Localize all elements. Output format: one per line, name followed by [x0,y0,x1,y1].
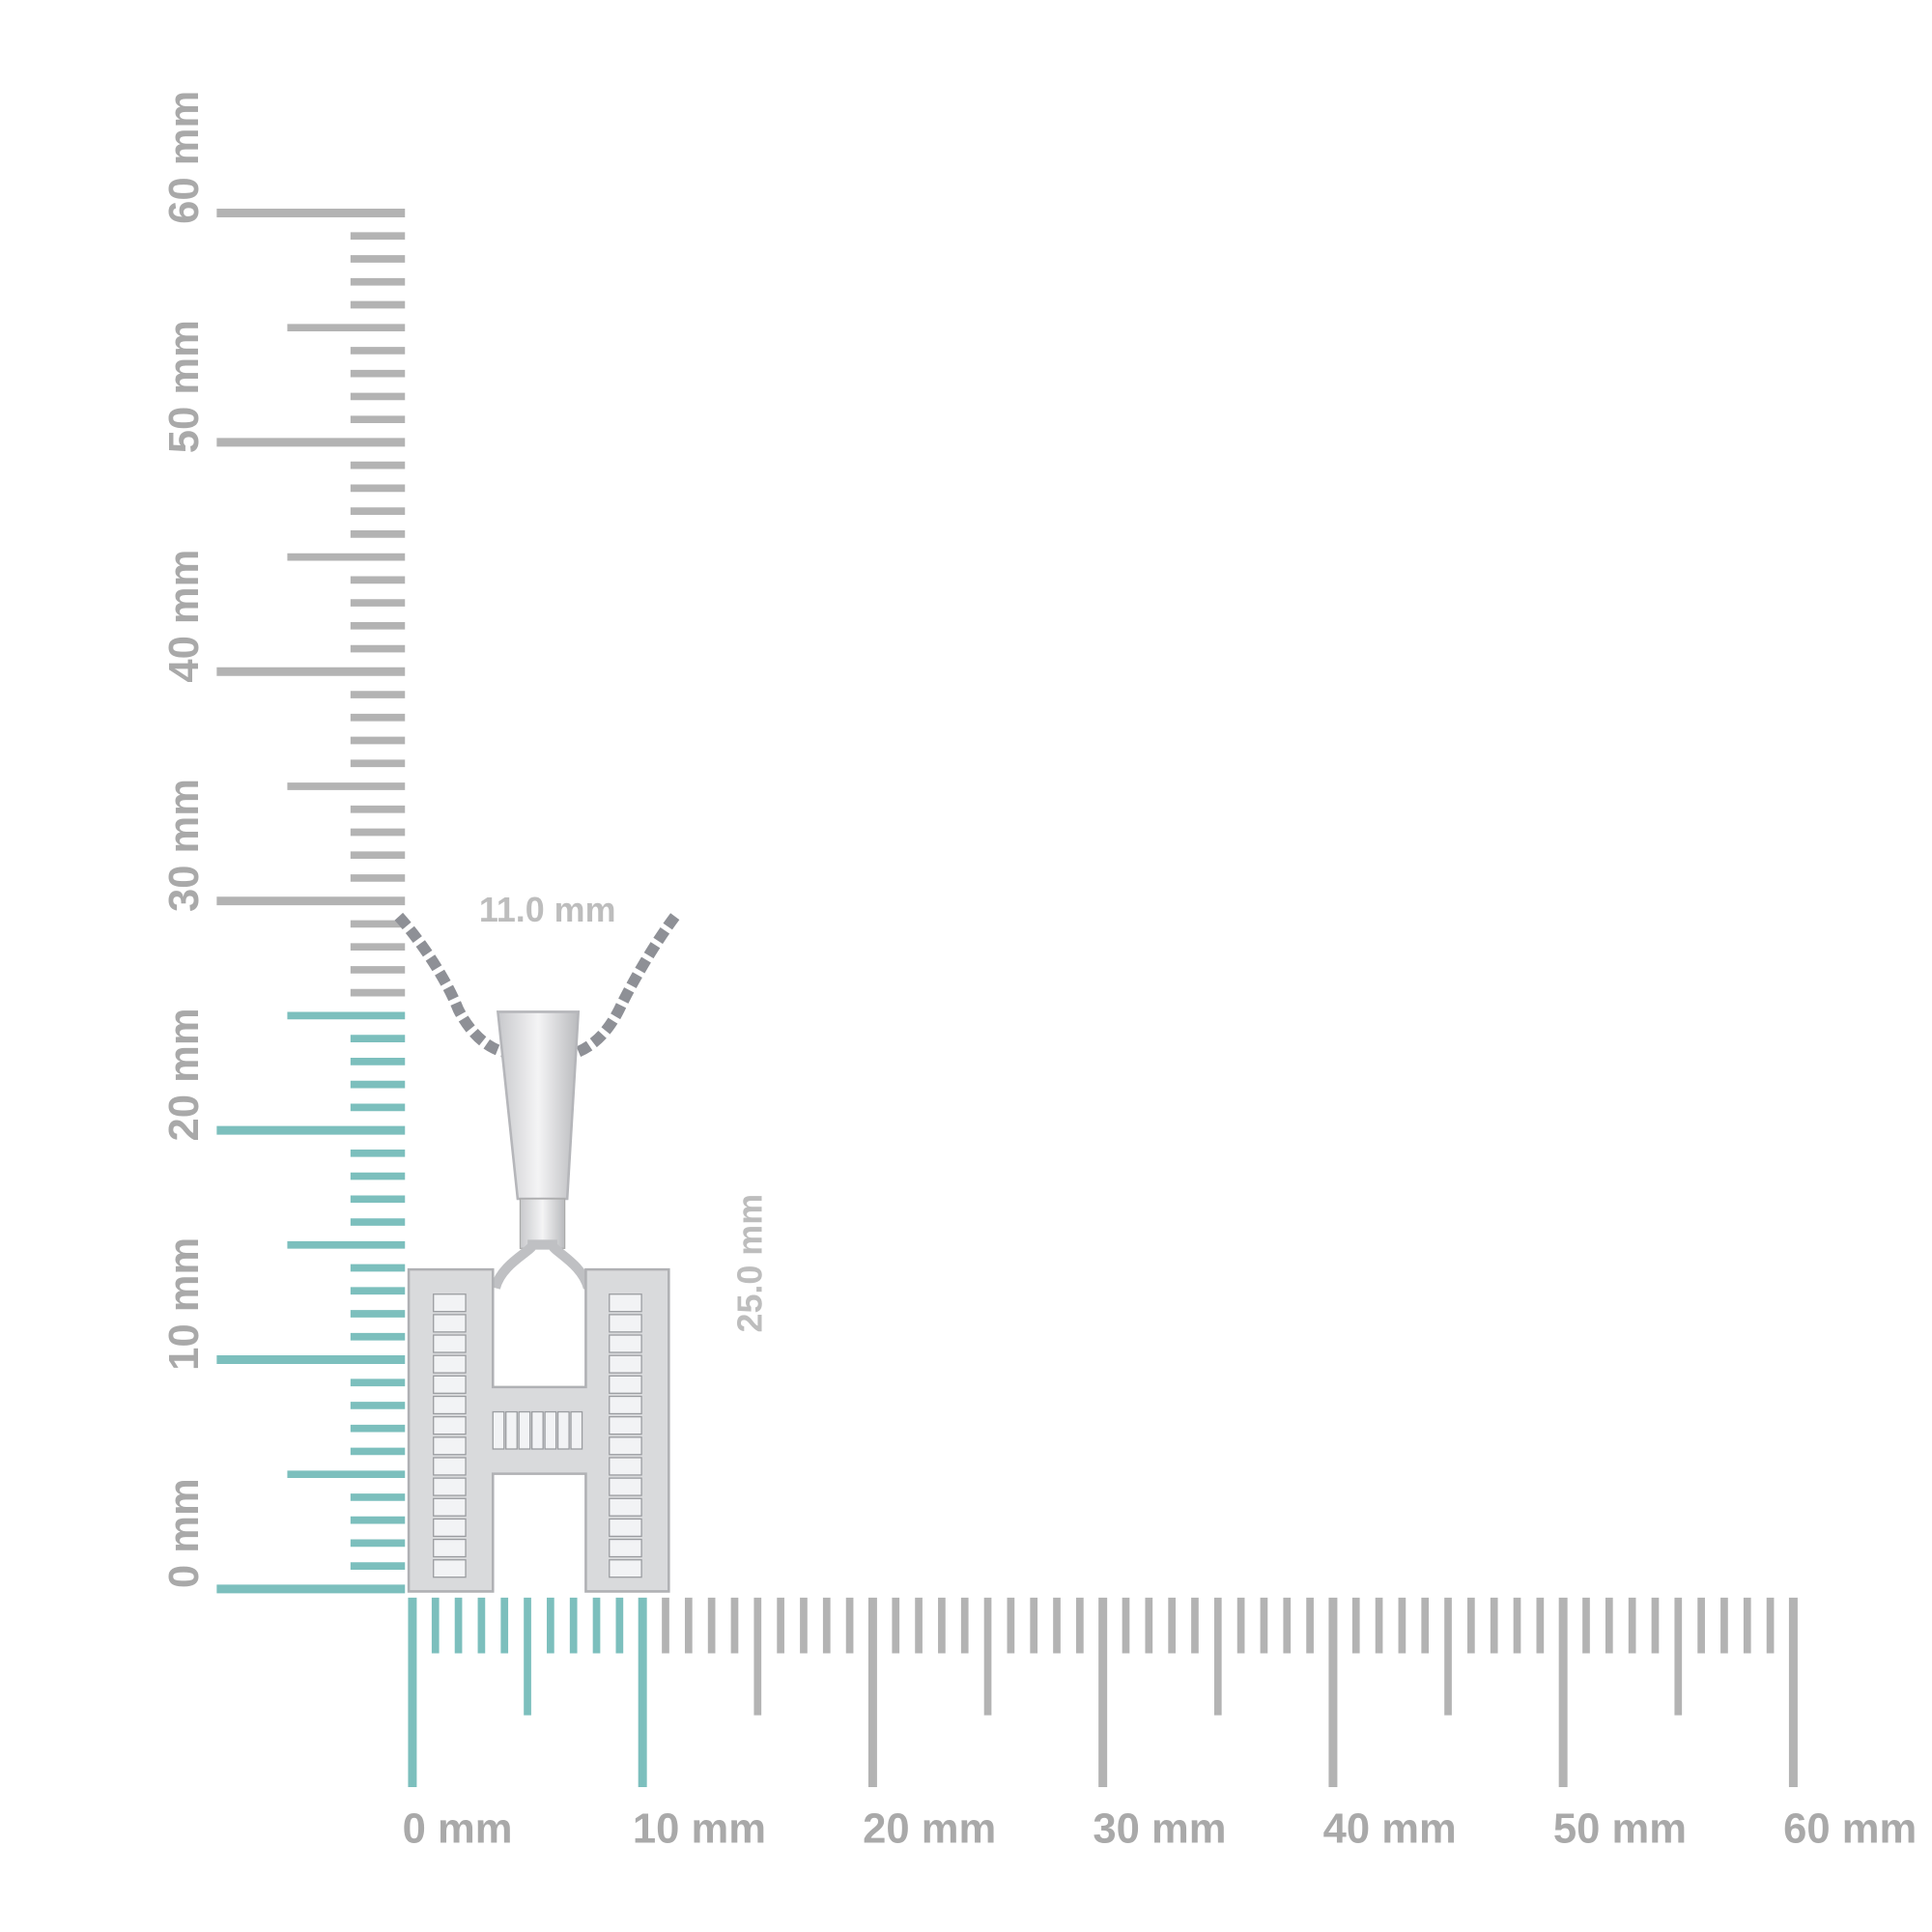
v-label: 30 mm [161,779,208,912]
baguette [609,1518,642,1538]
bail [496,1010,581,1201]
baguette [518,1410,531,1450]
chain-left [394,912,509,1059]
baguette [609,1497,642,1517]
v-label: 10 mm [161,1237,208,1371]
h-label: 0 mm [403,1806,513,1853]
baguette [609,1314,642,1333]
baguette [433,1293,467,1313]
v-label: 60 mm [161,91,208,224]
baguette [433,1334,467,1353]
baguette [609,1457,642,1476]
baguette [609,1395,642,1415]
baguette [433,1436,467,1456]
baguette [433,1314,467,1333]
baguette [609,1375,642,1394]
h-label: 30 mm [1093,1806,1226,1853]
v-label: 0 mm [161,1478,208,1588]
width-label: 11.0 mm [479,891,616,929]
baguette [433,1477,467,1496]
v-label: 40 mm [161,550,208,683]
baguette [609,1334,642,1353]
baguette [433,1354,467,1374]
baguette [609,1416,642,1435]
baguette [433,1497,467,1517]
bail-loop [490,1239,593,1291]
baguette [433,1538,467,1558]
chain-right [573,913,680,1059]
h-label: 20 mm [863,1806,996,1853]
rulers: 0 mm 10 mm 20 mm 30 mm 40 mm 50 mm 60 mm 0 mm 10… [161,91,1917,1853]
h-label: 50 mm [1553,1806,1687,1853]
v-label: 50 mm [161,320,208,453]
baguette [609,1477,642,1496]
baguette [433,1518,467,1538]
height-label: 25.0 mm [730,1194,769,1333]
baguette [609,1293,642,1313]
baguette [609,1559,642,1578]
baguette [570,1410,583,1450]
h-label: 10 mm [633,1806,766,1853]
baguette [556,1410,570,1450]
baguette [492,1410,505,1450]
h-label: 40 mm [1323,1806,1457,1853]
baguette [544,1410,557,1450]
h-label: 60 mm [1783,1806,1917,1853]
baguette [433,1416,467,1435]
baguette [609,1354,642,1374]
baguette [505,1410,518,1450]
baguette [609,1436,642,1456]
baguette [531,1410,544,1450]
baguette [609,1538,642,1558]
stones [433,1293,642,1578]
v-label: 20 mm [161,1008,208,1141]
baguette [433,1375,467,1394]
baguette [433,1457,467,1476]
pendant [394,912,680,1593]
baguette [433,1559,467,1578]
baguette [433,1395,467,1415]
